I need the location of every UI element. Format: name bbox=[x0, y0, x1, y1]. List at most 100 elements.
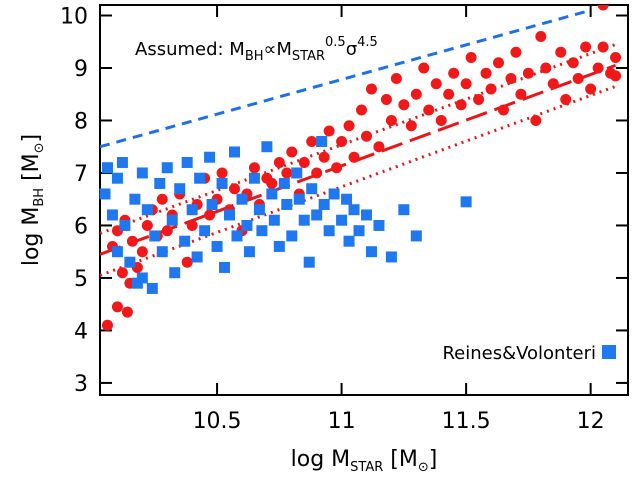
point bbox=[136, 167, 148, 179]
point bbox=[480, 67, 492, 79]
point bbox=[146, 282, 158, 294]
point bbox=[373, 141, 385, 153]
x-tick-label: 11 bbox=[328, 409, 356, 434]
point bbox=[228, 183, 240, 195]
point bbox=[567, 57, 579, 69]
point bbox=[204, 151, 216, 163]
point bbox=[228, 146, 240, 158]
point bbox=[286, 230, 298, 242]
point bbox=[306, 183, 318, 195]
point bbox=[116, 156, 128, 168]
point bbox=[530, 114, 542, 126]
point bbox=[156, 246, 168, 258]
point bbox=[136, 246, 148, 258]
point bbox=[169, 267, 181, 279]
point bbox=[194, 172, 206, 184]
point bbox=[261, 141, 273, 153]
point bbox=[398, 99, 410, 111]
point bbox=[129, 193, 141, 205]
point bbox=[204, 209, 216, 221]
point bbox=[385, 251, 397, 263]
y-tick-label: 9 bbox=[74, 57, 88, 82]
point bbox=[99, 188, 111, 200]
point bbox=[306, 135, 318, 147]
point bbox=[465, 51, 477, 63]
y-title-unit: [M bbox=[19, 153, 44, 188]
point bbox=[149, 230, 161, 242]
point bbox=[298, 156, 310, 168]
point bbox=[281, 167, 293, 179]
legend-label: Reines&Volonteri bbox=[442, 343, 596, 364]
x-title-sub: STAR bbox=[350, 460, 383, 475]
point bbox=[124, 256, 136, 268]
point bbox=[485, 83, 497, 95]
point bbox=[555, 46, 567, 58]
point bbox=[268, 214, 280, 226]
y-tick-label: 8 bbox=[74, 109, 88, 134]
point bbox=[291, 167, 303, 179]
x-tick-label: 10.5 bbox=[193, 409, 242, 434]
x-title-unit: [M bbox=[383, 447, 418, 472]
point bbox=[111, 301, 123, 313]
point bbox=[585, 83, 597, 95]
point bbox=[281, 198, 293, 210]
point bbox=[492, 57, 504, 69]
point bbox=[126, 235, 138, 247]
point bbox=[380, 93, 392, 105]
point bbox=[510, 46, 522, 58]
point bbox=[154, 177, 166, 189]
point bbox=[216, 177, 228, 189]
point bbox=[522, 67, 534, 79]
point bbox=[211, 240, 223, 252]
point bbox=[410, 88, 422, 100]
point bbox=[219, 261, 231, 273]
point bbox=[356, 104, 368, 116]
point bbox=[101, 162, 113, 174]
point bbox=[610, 51, 622, 63]
point bbox=[331, 162, 343, 174]
point bbox=[443, 88, 455, 100]
point bbox=[365, 246, 377, 258]
point bbox=[224, 209, 236, 221]
point bbox=[119, 219, 131, 231]
point bbox=[318, 151, 330, 163]
plot-frame bbox=[99, 4, 629, 396]
point bbox=[141, 219, 153, 231]
point bbox=[497, 104, 509, 116]
point bbox=[256, 225, 268, 237]
point bbox=[540, 62, 552, 74]
point bbox=[405, 120, 417, 132]
point bbox=[455, 99, 467, 111]
point bbox=[298, 214, 310, 226]
point bbox=[360, 209, 372, 221]
annotation-text: ∝M bbox=[264, 39, 292, 60]
point bbox=[253, 204, 265, 216]
point bbox=[101, 319, 113, 331]
x-tick-label: 11.5 bbox=[442, 409, 491, 434]
point bbox=[273, 156, 285, 168]
point bbox=[580, 41, 592, 53]
point bbox=[592, 62, 604, 74]
point bbox=[116, 267, 128, 279]
annotation-sup: 4.5 bbox=[357, 35, 378, 50]
point bbox=[181, 256, 193, 268]
point bbox=[460, 196, 472, 208]
point bbox=[106, 209, 118, 221]
point bbox=[460, 78, 472, 90]
point bbox=[323, 225, 335, 237]
point bbox=[166, 214, 178, 226]
point bbox=[179, 235, 191, 247]
point bbox=[365, 83, 377, 95]
y-tick-label: 10 bbox=[60, 4, 88, 29]
point bbox=[535, 30, 547, 42]
point bbox=[248, 162, 260, 174]
point bbox=[121, 306, 133, 318]
point bbox=[156, 193, 168, 205]
point bbox=[311, 209, 323, 221]
point bbox=[336, 135, 348, 147]
y-tick-label: 5 bbox=[74, 267, 88, 292]
point bbox=[141, 204, 153, 216]
point bbox=[278, 177, 290, 189]
point bbox=[505, 72, 517, 84]
y-title-text: log M bbox=[19, 207, 44, 267]
